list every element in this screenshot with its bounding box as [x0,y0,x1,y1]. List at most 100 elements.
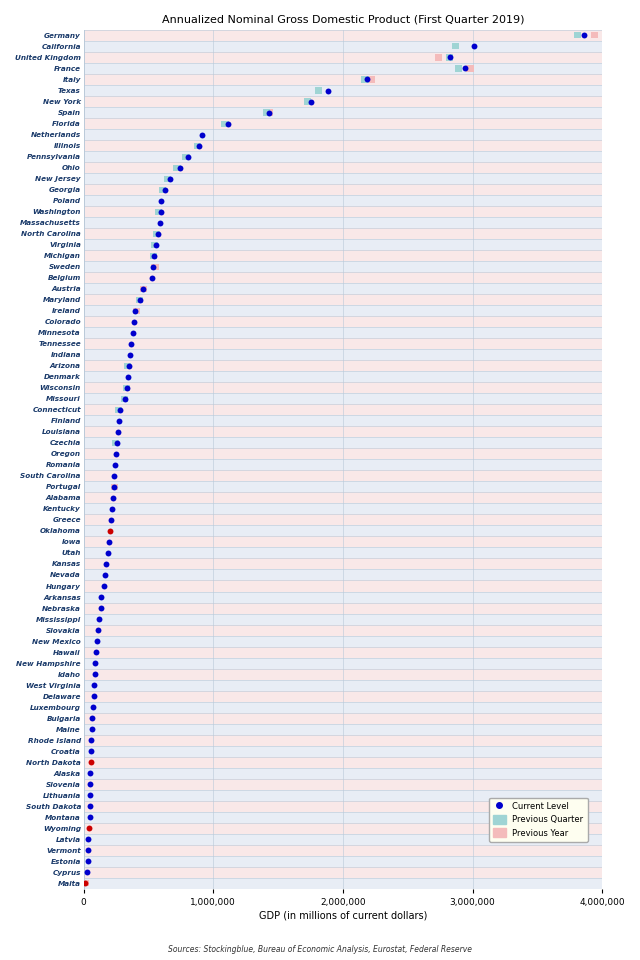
Point [156,204,166,219]
Bar [133,308,140,314]
Point [126,336,136,351]
Bar [84,372,602,382]
Bar [84,294,602,305]
Bar [124,363,131,369]
Point [101,556,111,571]
Point [86,732,97,748]
Bar [84,492,602,503]
Text: Sources: Stockingblue, Bureau of Economic Analysis, Eurostat, Federal Reserve: Sources: Stockingblue, Bureau of Economi… [168,946,472,954]
Bar [84,107,602,118]
Point [151,237,161,252]
Point [120,391,131,406]
Point [223,116,233,132]
Point [164,171,175,186]
Bar [84,756,602,768]
Point [109,468,120,484]
Bar [84,647,602,658]
Bar [115,407,122,413]
Bar [150,252,157,258]
Bar [305,99,312,105]
Point [104,535,114,550]
Bar [84,855,602,867]
Bar [84,85,602,96]
Point [107,501,117,516]
Bar [84,283,602,294]
Bar [84,261,602,273]
Point [128,325,138,341]
Point [108,479,118,494]
Point [86,755,96,770]
Bar [84,613,602,625]
Point [138,281,148,297]
Legend: Current Level, Previous Quarter, Previous Year: Current Level, Previous Quarter, Previou… [489,798,588,842]
Bar [84,327,602,338]
Point [113,424,124,440]
Point [111,446,122,462]
Bar [140,286,147,292]
Bar [84,404,602,416]
Title: Annualized Nominal Gross Domestic Product (First Quarter 2019): Annualized Nominal Gross Domestic Produc… [162,15,524,25]
Bar [84,690,602,702]
Bar [467,65,474,71]
Bar [84,525,602,537]
Point [125,348,135,363]
Bar [84,470,602,481]
Bar [84,724,602,734]
Bar [82,880,89,886]
Bar [84,316,602,327]
Point [579,28,589,43]
Bar [368,77,375,83]
Point [84,821,94,836]
Bar [362,77,369,83]
Point [85,765,95,780]
Bar [84,273,602,283]
Bar [84,448,602,460]
Point [196,127,207,142]
Point [86,743,96,758]
Point [154,215,164,230]
Bar [84,537,602,547]
Bar [84,867,602,877]
Point [87,710,97,726]
Point [135,292,145,307]
Point [99,578,109,593]
Bar [84,845,602,855]
Bar [121,396,128,402]
Bar [84,877,602,889]
Bar [84,96,602,107]
Bar [84,360,602,372]
Bar [84,503,602,515]
Point [129,314,140,329]
Bar [84,151,602,162]
Bar [84,349,602,360]
Point [81,865,92,880]
Point [90,656,100,671]
Point [362,72,372,87]
Bar [84,460,602,470]
Bar [263,109,270,115]
Point [123,369,133,384]
Bar [84,712,602,724]
Point [87,722,97,737]
Point [92,644,102,660]
Point [93,622,103,637]
Bar [84,217,602,228]
Bar [164,176,172,181]
Bar [84,239,602,251]
Point [110,457,120,472]
Point [88,700,98,715]
Bar [84,823,602,833]
Point [153,226,163,241]
Bar [84,41,602,52]
Bar [152,264,159,270]
Bar [84,382,602,394]
Bar [84,625,602,636]
Bar [452,43,460,50]
Bar [84,658,602,668]
Bar [84,426,602,438]
Bar [84,74,602,85]
Point [460,60,470,76]
Point [469,38,479,54]
Bar [84,547,602,559]
Point [83,831,93,847]
